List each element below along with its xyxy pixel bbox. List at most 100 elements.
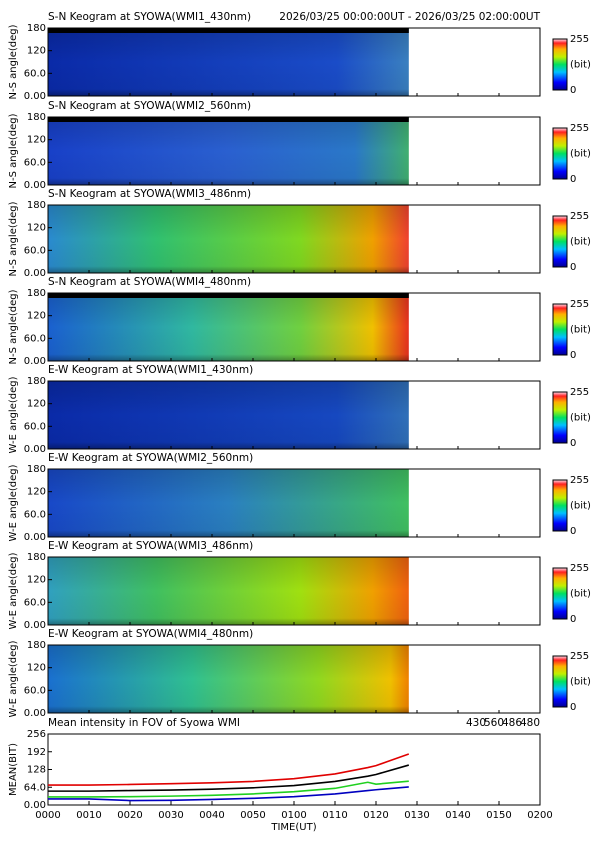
colorbar xyxy=(552,215,568,268)
y-tick-label: 60.0 xyxy=(24,685,46,696)
y-tick-label: 180 xyxy=(27,376,46,387)
colorbar-tick-label: 0 xyxy=(570,350,576,361)
y-tick-label: 120 xyxy=(27,663,46,674)
keogram-shade xyxy=(48,645,409,713)
y-axis-label: N-S angle(deg) xyxy=(8,113,19,188)
colorbar-label: (bit) xyxy=(570,589,591,600)
panel-title: S-N Keogram at SYOWA(WMI4_480nm) xyxy=(48,276,251,288)
x-tick-label: 0120 xyxy=(363,810,388,821)
series-line xyxy=(48,786,409,802)
x-tick-label: 0050 xyxy=(240,810,265,821)
colorbar-label: (bit) xyxy=(570,149,591,160)
colorbar-label: (bit) xyxy=(570,677,591,688)
y-tick-label: 60.0 xyxy=(24,68,46,79)
y-tick-label: 120 xyxy=(27,135,46,146)
y-tick-label: 120 xyxy=(27,46,46,57)
x-tick-label: 0100 xyxy=(281,810,306,821)
panel-title: E-W Keogram at SYOWA(WMI1_430nm) xyxy=(48,364,253,376)
y-tick-label: 180 xyxy=(27,23,46,34)
keogram-strip xyxy=(48,28,409,33)
y-tick-label: 0.00 xyxy=(24,356,46,367)
y-tick-label: 256 xyxy=(27,729,46,740)
legend-entry: 486 xyxy=(502,717,522,729)
y-tick-label: 128 xyxy=(27,765,46,776)
legend-entry: 480 xyxy=(520,717,540,729)
y-tick-label: 60.0 xyxy=(24,509,46,520)
panel-title: S-N Keogram at SYOWA(WMI2_560nm) xyxy=(48,100,251,112)
panel-title: E-W Keogram at SYOWA(WMI2_560nm) xyxy=(48,452,253,464)
y-tick-label: 120 xyxy=(27,223,46,234)
y-tick-label: 60.0 xyxy=(24,245,46,256)
keogram-shade xyxy=(48,469,409,537)
y-tick-label: 0.00 xyxy=(24,268,46,279)
y-axis-label: MEAN(BIT) xyxy=(8,743,19,796)
y-axis-label: W-E angle(deg) xyxy=(8,376,19,453)
time-range: 2026/03/25 00:00:00UT - 2026/03/25 02:00… xyxy=(279,11,540,23)
y-tick-label: 64.0 xyxy=(24,782,46,793)
keogram-shade xyxy=(48,293,409,361)
x-axis-label: TIME(UT) xyxy=(270,822,316,833)
x-tick-label: 0040 xyxy=(199,810,224,821)
y-tick-label: 0.00 xyxy=(24,444,46,455)
colorbar-tick-label: 0 xyxy=(570,438,576,449)
colorbar-tick-label: 0 xyxy=(570,85,576,96)
y-axis-label: N-S angle(deg) xyxy=(8,201,19,276)
x-tick-label: 0000 xyxy=(35,810,60,821)
x-tick-label: 0200 xyxy=(527,810,552,821)
keogram-strip xyxy=(48,117,409,122)
colorbar xyxy=(552,391,568,444)
colorbar-tick-label: 255 xyxy=(570,299,589,310)
colorbar-tick-label: 255 xyxy=(570,123,589,134)
y-axis-label: W-E angle(deg) xyxy=(8,640,19,717)
y-tick-label: 60.0 xyxy=(24,157,46,168)
legend-entry: 560 xyxy=(484,717,504,729)
colorbar-tick-label: 255 xyxy=(570,475,589,486)
y-tick-label: 60.0 xyxy=(24,333,46,344)
keogram-shade xyxy=(48,117,409,185)
colorbar xyxy=(552,479,568,532)
x-tick-label: 0030 xyxy=(158,810,183,821)
series-line xyxy=(48,753,410,786)
y-tick-label: 180 xyxy=(27,112,46,123)
y-tick-label: 0.00 xyxy=(24,180,46,191)
y-tick-label: 120 xyxy=(27,399,46,410)
colorbar-tick-label: 0 xyxy=(570,702,576,713)
colorbar-tick-label: 255 xyxy=(570,651,589,662)
y-tick-label: 192 xyxy=(27,747,46,758)
y-tick-label: 180 xyxy=(27,640,46,651)
y-tick-label: 180 xyxy=(27,552,46,563)
y-axis-label: N-S angle(deg) xyxy=(8,289,19,364)
y-tick-label: 180 xyxy=(27,200,46,211)
y-tick-label: 0.00 xyxy=(24,800,46,811)
colorbar xyxy=(552,38,568,91)
y-tick-label: 0.00 xyxy=(24,91,46,102)
colorbar xyxy=(552,127,568,180)
plot-frame xyxy=(47,733,541,806)
colorbar-label: (bit) xyxy=(570,325,591,336)
y-tick-label: 0.00 xyxy=(24,532,46,543)
colorbar-tick-label: 255 xyxy=(570,563,589,574)
x-tick-label: 0140 xyxy=(445,810,470,821)
y-tick-label: 120 xyxy=(27,311,46,322)
colorbar xyxy=(552,655,568,708)
keogram-shade xyxy=(48,557,409,625)
y-axis-label: W-E angle(deg) xyxy=(8,464,19,541)
colorbar-tick-label: 255 xyxy=(570,34,589,45)
y-tick-label: 0.00 xyxy=(24,708,46,719)
keogram-shade xyxy=(48,381,409,449)
x-tick-label: 0130 xyxy=(404,810,429,821)
x-tick-label: 0150 xyxy=(486,810,511,821)
colorbar-tick-label: 255 xyxy=(570,211,589,222)
panel-title: Mean intensity in FOV of Syowa WMI xyxy=(48,717,240,729)
y-axis-label: W-E angle(deg) xyxy=(8,552,19,629)
series-line xyxy=(48,764,410,792)
legend-entry: 430 xyxy=(466,717,486,729)
colorbar xyxy=(552,303,568,356)
y-axis-label: N-S angle(deg) xyxy=(8,24,19,99)
colorbar-tick-label: 0 xyxy=(570,526,576,537)
colorbar-tick-label: 0 xyxy=(570,174,576,185)
panel-title: S-N Keogram at SYOWA(WMI3_486nm) xyxy=(48,188,251,200)
panel-title: E-W Keogram at SYOWA(WMI4_480nm) xyxy=(48,628,253,640)
y-tick-label: 0.00 xyxy=(24,620,46,631)
